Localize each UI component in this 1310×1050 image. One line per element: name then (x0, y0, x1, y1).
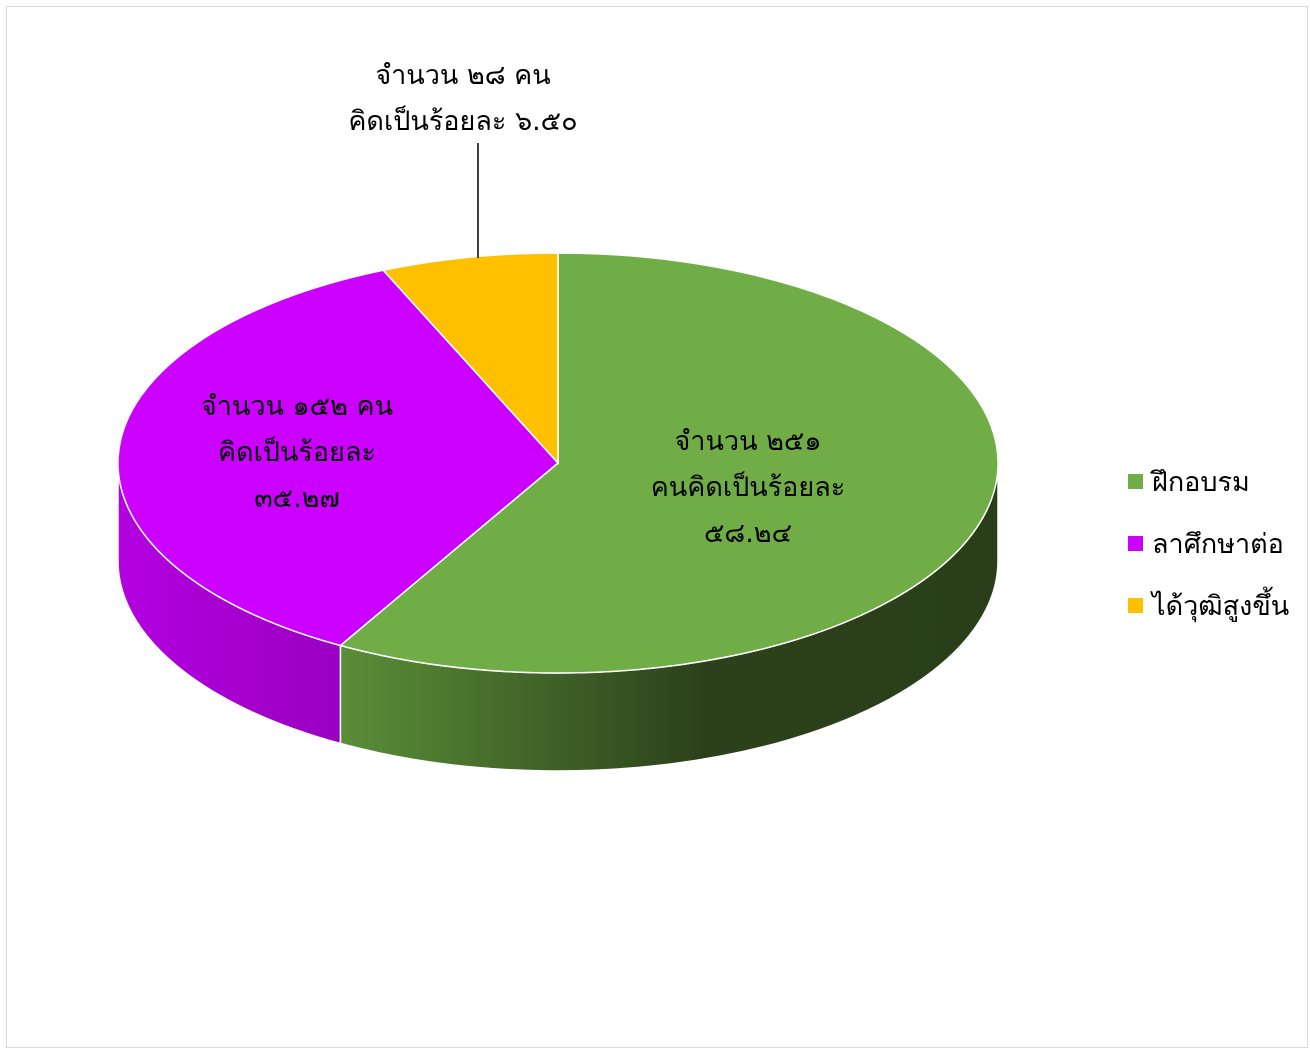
legend-item: ฝึกอบรม (1128, 450, 1289, 512)
pie-slice-0 (338, 252, 999, 674)
legend-swatch (1128, 473, 1143, 489)
chart-frame (6, 6, 1308, 1048)
legend-label: ฝึกอบรม (1152, 466, 1250, 498)
data-label: จำนวน ๒๘ คน (375, 60, 550, 91)
data-label: ๓๕.๒๗ (254, 483, 340, 514)
data-label: ๕๘.๒๔ (704, 518, 792, 549)
legend-item: ลาศึกษาต่อ (1128, 512, 1289, 574)
pie-slice-1 (117, 269, 560, 647)
data-label: คนคิดเป็นร้อยละ (651, 469, 846, 503)
legend-swatch (1128, 535, 1143, 551)
data-label: คิดเป็นร้อยละ (218, 434, 376, 468)
legend: ฝึกอบรม ลาศึกษาต่อ ได้วุฒิสูงขึ้น (1128, 450, 1289, 636)
data-label: จำนวน ๒๕๑ (674, 426, 821, 457)
legend-label: ได้วุฒิสูงขึ้น (1152, 590, 1290, 622)
legend-swatch (1128, 597, 1143, 613)
legend-item: ได้วุฒิสูงขึ้น (1128, 574, 1289, 636)
data-label: จำนวน ๑๕๒ คน (201, 391, 393, 422)
legend-label: ลาศึกษาต่อ (1152, 528, 1284, 560)
data-label: คิดเป็นร้อยละ ๖.๕๐ (348, 103, 577, 137)
pie-tops (117, 252, 999, 674)
pie-slice-2 (381, 252, 559, 465)
